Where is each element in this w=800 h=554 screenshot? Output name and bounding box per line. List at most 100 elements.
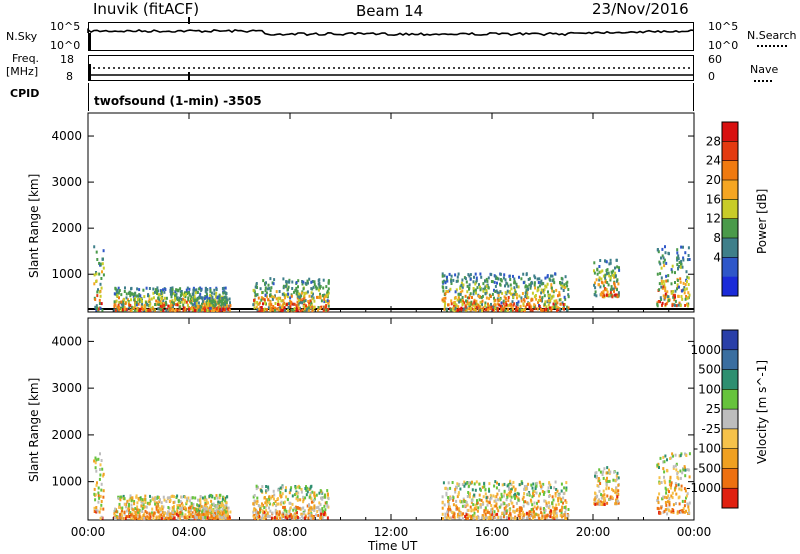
power-echo-cell — [190, 295, 193, 299]
velocity-echo-cell — [315, 513, 318, 517]
velocity-echo-cell — [211, 510, 214, 514]
velocity-echo-cell — [537, 499, 540, 503]
velocity-echo-cell — [305, 485, 307, 489]
velocity-echo-cell — [198, 504, 201, 508]
power-echo-cell — [253, 306, 256, 310]
velocity-echo-cell — [679, 510, 682, 514]
power-echo-cell — [296, 289, 299, 293]
velocity-echo-cell — [473, 493, 476, 497]
velocity-echo-cell — [488, 515, 491, 519]
power-echo-cell — [158, 301, 161, 305]
power-colorbar-label: 8 — [713, 231, 721, 245]
power-echo-cell — [543, 302, 546, 306]
power-echo-cell — [102, 266, 105, 270]
power-echo-cell — [145, 286, 148, 290]
velocity-echo-cell — [595, 471, 598, 475]
velocity-echo-cell — [560, 489, 563, 493]
velocity-echo-cell — [196, 509, 199, 513]
x-tick-label: 00:00 — [71, 525, 106, 539]
velocity-echo-cell — [679, 476, 682, 480]
power-colorbar-segment — [722, 160, 738, 181]
velocity-echo-cell — [560, 511, 563, 515]
power-echo-cell — [302, 298, 305, 302]
power-echo-cell — [459, 293, 462, 296]
velocity-echo-cell — [175, 512, 178, 516]
power-echo-cell — [676, 248, 679, 252]
velocity-colorbar-segment — [722, 448, 738, 469]
velocity-echo-cell — [675, 502, 677, 505]
power-colorbar-label: 4 — [713, 250, 721, 264]
velocity-echo-cell — [669, 477, 672, 481]
power-echo-cell — [660, 285, 663, 289]
velocity-echo-cell — [252, 508, 255, 512]
power-echo-cell — [522, 281, 525, 285]
power-colorbar-label: 20 — [706, 173, 721, 187]
velocity-echo-cell — [185, 507, 188, 511]
velocity-echo-cell — [99, 452, 101, 456]
velocity-echo-cell — [121, 509, 123, 513]
power-echo-cell — [93, 282, 96, 286]
power-echo-cell — [459, 298, 462, 302]
velocity-echo-cell — [547, 486, 550, 490]
power-echo-cell — [605, 260, 608, 264]
velocity-echo-cell — [213, 513, 216, 517]
power-echo-cell — [676, 287, 678, 291]
velocity-echo-cell — [520, 509, 523, 513]
power-echo-cell — [189, 300, 191, 304]
power-echo-cell — [228, 308, 231, 312]
power-echo-cell — [441, 285, 444, 289]
power-echo-cell — [176, 296, 179, 300]
velocity-echo-cell — [510, 516, 513, 520]
power-echo-cell — [186, 286, 189, 290]
power-echo-cell — [598, 283, 600, 287]
velocity-echo-cell — [177, 517, 180, 520]
velocity-echo-cell — [555, 503, 558, 507]
velocity-echo-cell — [670, 510, 673, 514]
velocity-echo-cell — [224, 496, 227, 500]
power-echo-cell — [182, 297, 185, 301]
power-echo-cell — [159, 307, 162, 311]
velocity-echo-cell — [531, 503, 534, 507]
velocity-echo-cell — [322, 514, 325, 518]
velocity-echo-cell — [93, 492, 96, 496]
velocity-echo-cell — [188, 514, 191, 518]
power-echo-cell — [457, 292, 460, 296]
power-echo-cell — [677, 303, 680, 307]
velocity-echo-cell — [502, 515, 505, 519]
power-echo-cell — [175, 303, 177, 307]
power-echo-cell — [323, 305, 326, 309]
power-echo-cell — [541, 282, 544, 285]
power-echo-cell — [540, 279, 543, 283]
power-echo-cell — [684, 304, 687, 307]
power-echo-cell — [687, 291, 690, 295]
velocity-echo-cell — [278, 511, 281, 515]
power-echo-cell — [683, 286, 686, 290]
velocity-echo-cell — [183, 516, 186, 520]
power-echo-cell — [536, 307, 539, 311]
velocity-echo-cell — [487, 516, 490, 520]
velocity-echo-cell — [134, 511, 137, 514]
velocity-echo-cell — [660, 481, 663, 484]
velocity-echo-cell — [167, 510, 170, 514]
power-echo-cell — [261, 308, 264, 312]
power-echo-cell — [443, 300, 446, 304]
velocity-echo-cell — [302, 516, 305, 520]
power-echo-cell — [141, 302, 144, 306]
velocity-echo-cell — [220, 517, 222, 520]
velocity-echo-cell — [264, 505, 267, 509]
velocity-echo-cell — [441, 517, 444, 521]
power-echo-cell — [179, 294, 182, 298]
velocity-echo-cell — [162, 495, 165, 499]
velocity-echo-cell — [309, 507, 311, 511]
velocity-echo-cell — [166, 512, 169, 516]
power-echo-cell — [157, 300, 160, 304]
power-echo-cell — [481, 309, 484, 313]
power-echo-cell — [670, 291, 673, 295]
power-echo-cell — [606, 290, 609, 294]
velocity-echo-cell — [505, 511, 508, 515]
power-echo-cell — [609, 276, 612, 280]
power-echo-cell — [307, 308, 310, 312]
velocity-echo-cell — [171, 513, 174, 516]
power-echo-cell — [445, 286, 448, 290]
power-echo-cell — [170, 300, 173, 304]
